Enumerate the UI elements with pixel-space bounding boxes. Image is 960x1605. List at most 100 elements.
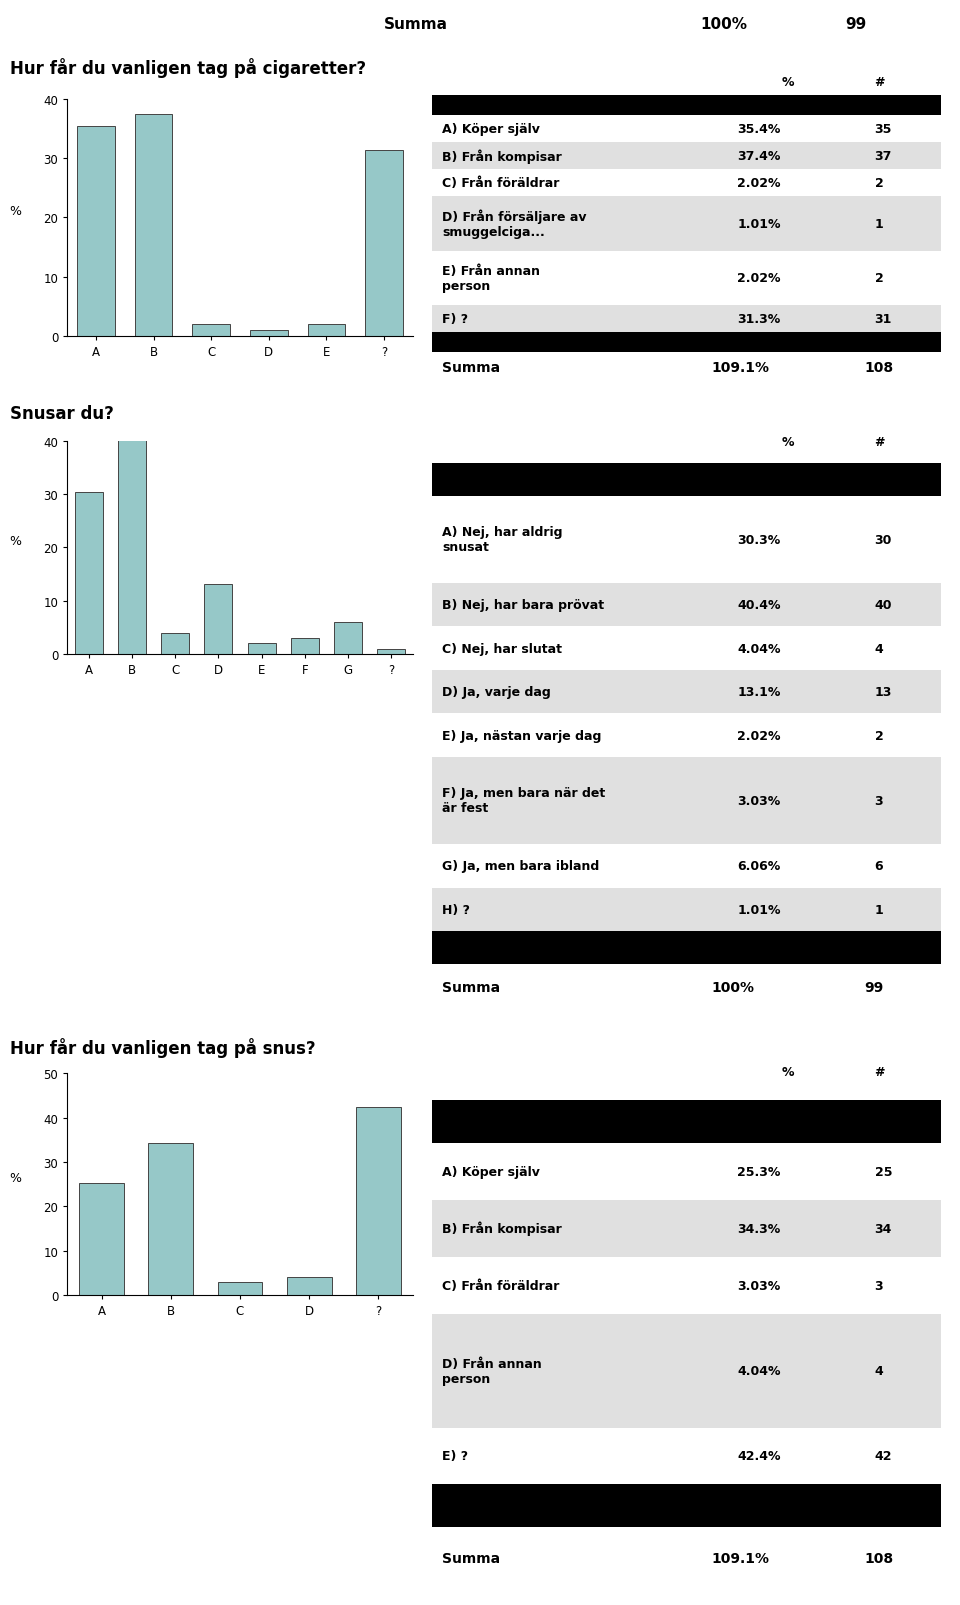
Text: B) Från kompisar: B) Från kompisar — [443, 1221, 562, 1236]
Bar — [432, 421, 941, 464]
Text: 2.02%: 2.02% — [737, 729, 780, 742]
Bar — [432, 143, 941, 170]
Text: 108: 108 — [864, 361, 894, 374]
Text: 1: 1 — [875, 218, 883, 231]
Text: 1.01%: 1.01% — [737, 904, 780, 916]
Text: 4: 4 — [875, 1364, 883, 1377]
Text: 13: 13 — [875, 685, 892, 698]
Text: 13.1%: 13.1% — [737, 685, 780, 698]
Text: #: # — [875, 1066, 885, 1079]
Text: 31.3%: 31.3% — [737, 313, 780, 326]
Bar — [377, 650, 405, 655]
Bar — [432, 1528, 941, 1589]
Text: G) Ja, men bara ibland: G) Ja, men bara ibland — [443, 860, 599, 873]
Text: 100%: 100% — [701, 18, 748, 32]
Bar — [432, 353, 941, 382]
Bar — [432, 931, 941, 965]
Text: 2: 2 — [875, 177, 883, 191]
Bar — [432, 197, 941, 252]
Text: 109.1%: 109.1% — [711, 361, 770, 374]
Text: 6: 6 — [875, 860, 883, 873]
Text: %: % — [781, 75, 795, 88]
Bar — [248, 644, 276, 655]
Bar — [432, 69, 941, 96]
Text: Hur får du vanligen tag på cigaretter?: Hur får du vanligen tag på cigaretter? — [10, 58, 366, 79]
Text: %: % — [781, 435, 795, 449]
Text: 2.02%: 2.02% — [737, 177, 780, 191]
Bar — [218, 1282, 262, 1295]
Bar — [432, 671, 941, 714]
Text: 35.4%: 35.4% — [737, 124, 780, 136]
Text: 3: 3 — [875, 794, 883, 807]
Text: 3.03%: 3.03% — [737, 794, 780, 807]
Text: A) Köper själv: A) Köper själv — [443, 1165, 540, 1178]
Text: Summa: Summa — [443, 981, 500, 995]
Text: 40: 40 — [875, 599, 892, 612]
Bar — [250, 331, 288, 337]
Text: #: # — [875, 435, 885, 449]
Bar — [432, 464, 941, 496]
Bar — [365, 151, 403, 337]
Bar — [432, 1143, 941, 1201]
Bar — [432, 628, 941, 671]
Bar — [432, 170, 941, 197]
Text: F) ?: F) ? — [443, 313, 468, 326]
Bar — [80, 1183, 124, 1295]
Bar — [118, 440, 146, 655]
Text: B) Från kompisar: B) Från kompisar — [443, 149, 562, 164]
Text: 30.3%: 30.3% — [737, 533, 780, 547]
Text: A) Nej, har aldrig
snusat: A) Nej, har aldrig snusat — [443, 526, 563, 554]
Bar — [432, 305, 941, 332]
Text: 42: 42 — [875, 1449, 892, 1462]
Text: 4.04%: 4.04% — [737, 1364, 780, 1377]
Bar — [77, 127, 115, 337]
Text: 99: 99 — [864, 981, 884, 995]
Bar — [334, 623, 362, 655]
Text: B) Nej, har bara prövat: B) Nej, har bara prövat — [443, 599, 604, 612]
Text: 2: 2 — [875, 271, 883, 286]
Text: 3: 3 — [875, 1279, 883, 1292]
Text: D) Från försäljare av
smuggelciga...: D) Från försäljare av smuggelciga... — [443, 210, 587, 239]
Text: 4.04%: 4.04% — [737, 642, 780, 655]
Text: C) Från föräldrar: C) Från föräldrar — [443, 177, 560, 191]
Text: 34.3%: 34.3% — [737, 1221, 780, 1234]
Text: 2: 2 — [875, 729, 883, 742]
Text: A) Köper själv: A) Köper själv — [443, 124, 540, 136]
Bar — [432, 252, 941, 305]
Text: 42.4%: 42.4% — [737, 1449, 780, 1462]
Text: Summa: Summa — [384, 18, 448, 32]
Text: D) Ja, varje dag: D) Ja, varje dag — [443, 685, 551, 698]
Bar — [287, 1278, 331, 1295]
Text: %: % — [781, 1066, 795, 1079]
Bar — [75, 493, 103, 655]
Text: 108: 108 — [864, 1550, 894, 1565]
Text: Summa: Summa — [443, 1550, 500, 1565]
Bar — [307, 326, 346, 337]
Bar — [134, 116, 173, 337]
Bar — [432, 496, 941, 584]
Text: F) Ja, men bara när det
är fest: F) Ja, men bara när det är fest — [443, 786, 606, 815]
Text: Hur får du vanligen tag på snus?: Hur får du vanligen tag på snus? — [10, 1037, 315, 1058]
Bar — [161, 634, 189, 655]
Text: 25.3%: 25.3% — [737, 1165, 780, 1178]
Y-axis label: %: % — [10, 534, 21, 547]
Text: E) Från annan
person: E) Från annan person — [443, 265, 540, 292]
Bar — [432, 714, 941, 758]
Text: 2.02%: 2.02% — [737, 271, 780, 286]
Bar — [432, 584, 941, 628]
Text: Snusar du?: Snusar du? — [10, 404, 113, 422]
Text: D) Från annan
person: D) Från annan person — [443, 1356, 542, 1385]
Bar — [432, 116, 941, 143]
Text: 40.4%: 40.4% — [737, 599, 780, 612]
Text: 99: 99 — [845, 18, 866, 32]
Bar — [291, 639, 319, 655]
Bar — [432, 758, 941, 844]
Bar — [432, 1201, 941, 1257]
Bar — [356, 1107, 400, 1295]
Text: 37: 37 — [875, 151, 892, 164]
Text: H) ?: H) ? — [443, 904, 470, 916]
Bar — [204, 584, 232, 655]
Text: C) Från föräldrar: C) Från föräldrar — [443, 1279, 560, 1292]
Text: #: # — [875, 75, 885, 88]
Text: E) Ja, nästan varje dag: E) Ja, nästan varje dag — [443, 729, 602, 742]
